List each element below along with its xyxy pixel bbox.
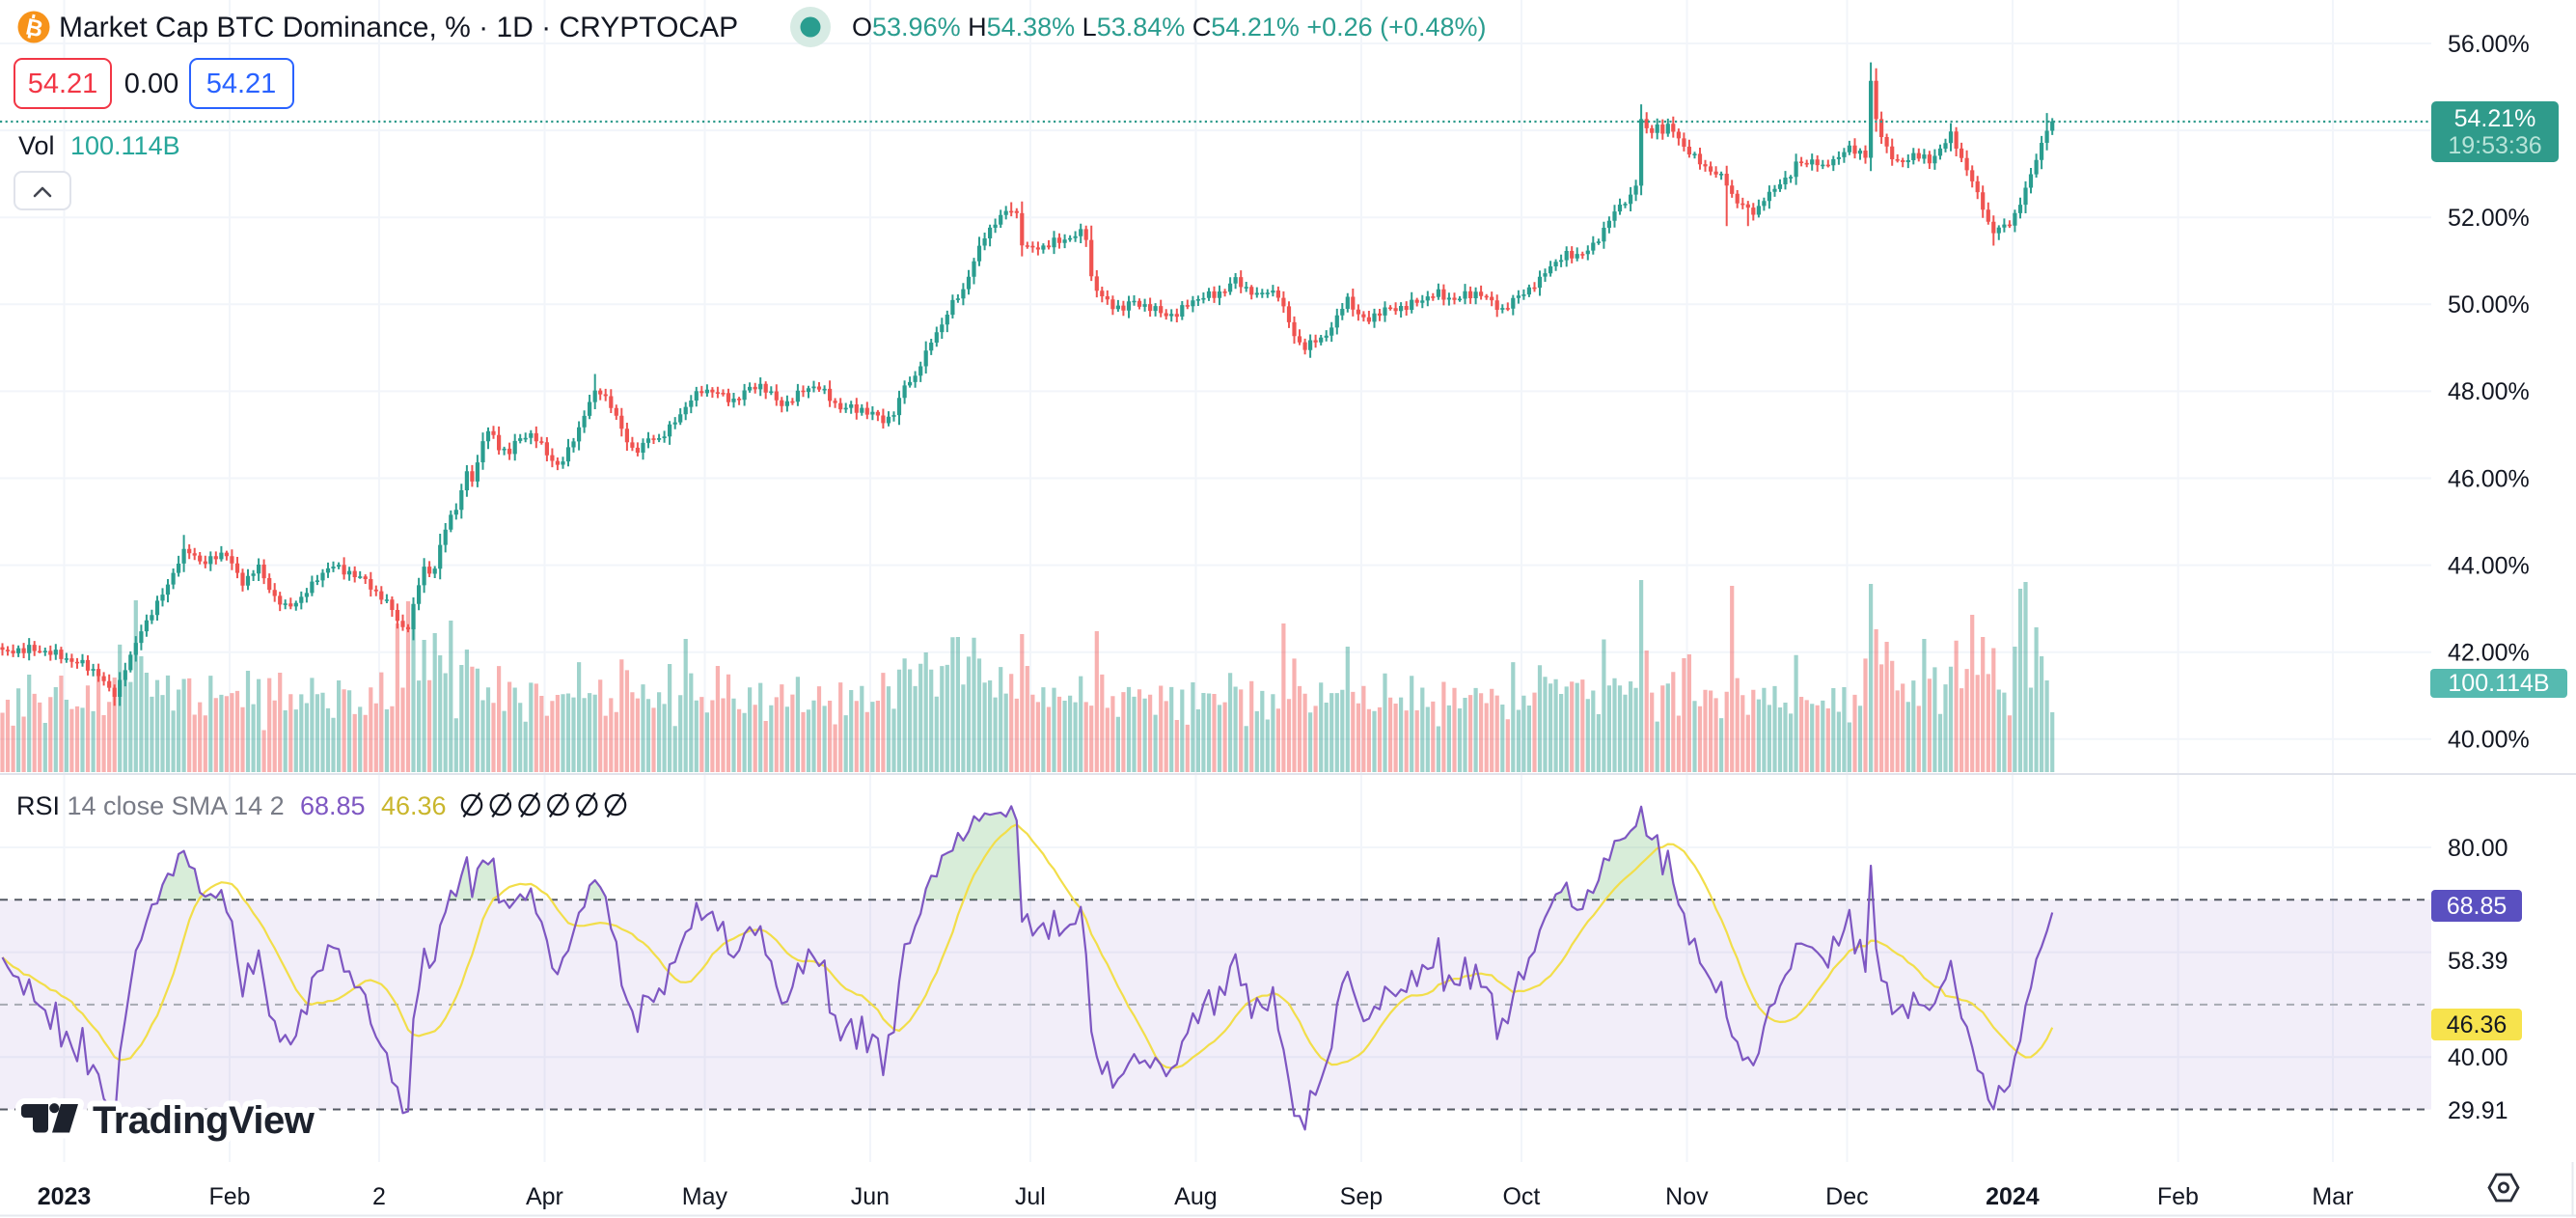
svg-text:2: 2 [372,1183,386,1210]
svg-text:2023: 2023 [38,1183,92,1210]
svg-text:2024: 2024 [1986,1183,2040,1210]
svg-text:68.85: 68.85 [300,791,366,820]
svg-text:TradingView: TradingView [93,1099,315,1142]
svg-text:Oct: Oct [1502,1183,1540,1210]
svg-text:54.21: 54.21 [28,69,98,99]
svg-text:Feb: Feb [2157,1183,2199,1210]
svg-text:100.114B: 100.114B [70,131,180,160]
svg-text:54.21%: 54.21% [2454,105,2536,132]
svg-text:Market Cap BTC Dominance, % ·: Market Cap BTC Dominance, % · 1D · CRYPT… [59,12,738,43]
svg-text:56.00%: 56.00% [2448,31,2530,58]
svg-text:19:53:36: 19:53:36 [2448,132,2541,159]
svg-text:Apr: Apr [526,1183,563,1210]
svg-text:Jun: Jun [851,1183,890,1210]
svg-text:54.21: 54.21 [206,69,277,99]
svg-text:Dec: Dec [1825,1183,1868,1210]
svg-text:58.39: 58.39 [2448,948,2508,975]
svg-text:52.00%: 52.00% [2448,205,2530,232]
svg-text:May: May [682,1183,728,1210]
svg-text:Nov: Nov [1665,1183,1709,1210]
svg-text:40.00: 40.00 [2448,1044,2508,1071]
svg-text:RSI 14 close SMA 14 2: RSI 14 close SMA 14 2 [16,791,285,820]
svg-text:44.00%: 44.00% [2448,552,2530,579]
svg-text:Feb: Feb [208,1183,250,1210]
svg-text:50.00%: 50.00% [2448,291,2530,318]
svg-text:Jul: Jul [1015,1183,1046,1210]
svg-text:Sep: Sep [1340,1183,1383,1210]
svg-text:46.00%: 46.00% [2448,465,2530,492]
svg-text:68.85: 68.85 [2447,893,2507,920]
svg-text:O53.96% H54.38% L53.84% C54.21: O53.96% H54.38% L53.84% C54.21% +0.26 (+… [852,13,1486,42]
svg-text:80.00: 80.00 [2448,835,2508,862]
svg-text:42.00%: 42.00% [2448,640,2530,667]
svg-text:29.91: 29.91 [2448,1097,2508,1124]
svg-text:Aug: Aug [1174,1183,1217,1210]
svg-text:TradingView: TradingView [93,1099,315,1142]
svg-text:Mar: Mar [2312,1183,2353,1210]
svg-text:100.114B: 100.114B [2448,670,2549,697]
svg-text:Vol: Vol [18,131,55,160]
svg-text:46.36: 46.36 [381,791,447,820]
svg-text:46.36: 46.36 [2447,1011,2507,1038]
svg-text:0.00: 0.00 [124,69,178,99]
svg-text:40.00%: 40.00% [2448,727,2530,754]
svg-text:48.00%: 48.00% [2448,378,2530,405]
